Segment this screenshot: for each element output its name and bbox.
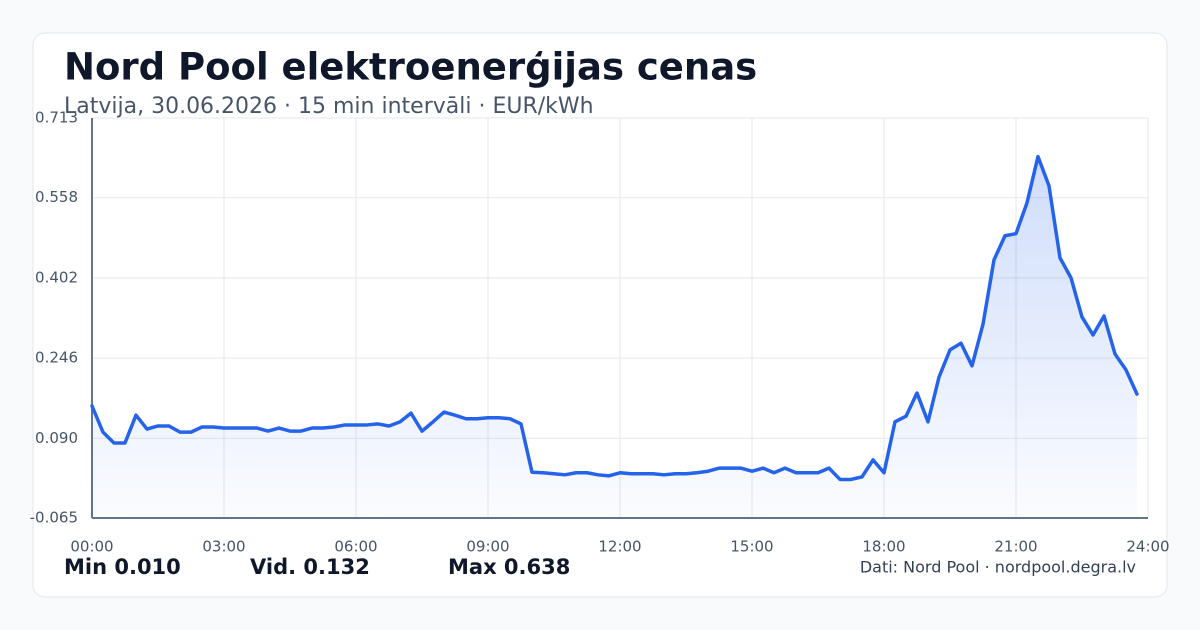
y-tick-label: 0.402: [35, 268, 78, 286]
y-tick-label: -0.065: [30, 509, 78, 527]
area: [92, 156, 1137, 518]
x-tick-label: 09:00: [466, 538, 509, 556]
stat-min: Min 0.010: [64, 555, 181, 579]
y-tick-label: 0.713: [35, 109, 78, 127]
y-tick-label: 0.090: [35, 429, 78, 447]
y-tick-label: 0.246: [35, 349, 78, 367]
line: [90, 154, 1139, 482]
stat-avg: Vid. 0.132: [250, 555, 370, 579]
source: Dati: Nord Pool · nordpool.degra.lv: [860, 558, 1136, 577]
x-tick-label: 21:00: [994, 538, 1037, 556]
x-tick-label: 24:00: [1126, 538, 1169, 556]
chart-subtitle: Latvija, 30.06.2026 · 15 min intervāli ·…: [64, 94, 594, 119]
x-tick-label: 12:00: [598, 538, 641, 556]
x-tick-label: 03:00: [202, 538, 245, 556]
x-tick-label: 00:00: [70, 538, 113, 556]
x-tick-label: 15:00: [730, 538, 773, 556]
y-tick-label: 0.558: [35, 188, 78, 206]
chart-title: Nord Pool elektroenerģijas cenas: [64, 46, 757, 89]
x-tick-label: 06:00: [334, 538, 377, 556]
stat-max: Max 0.638: [448, 555, 570, 579]
x-tick-label: 18:00: [862, 538, 905, 556]
